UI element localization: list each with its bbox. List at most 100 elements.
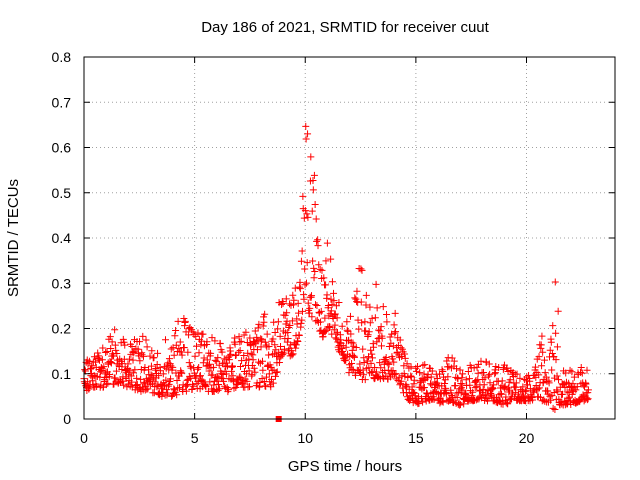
data-point bbox=[164, 382, 172, 390]
data-point bbox=[259, 322, 267, 330]
data-point bbox=[120, 338, 128, 346]
data-point bbox=[349, 339, 357, 347]
data-point bbox=[302, 122, 310, 130]
data-point bbox=[253, 333, 261, 341]
data-point bbox=[332, 330, 340, 338]
data-point bbox=[213, 357, 221, 365]
data-point bbox=[531, 363, 539, 371]
data-point bbox=[180, 344, 188, 352]
x-tick-label: 10 bbox=[297, 430, 313, 446]
data-point bbox=[553, 372, 561, 380]
data-point bbox=[377, 364, 385, 372]
data-point bbox=[542, 373, 550, 381]
data-point bbox=[521, 388, 529, 396]
data-point bbox=[410, 389, 418, 397]
data-point bbox=[352, 371, 360, 379]
data-point bbox=[322, 257, 330, 265]
data-point bbox=[271, 372, 279, 380]
data-point bbox=[359, 371, 367, 379]
data-point bbox=[391, 329, 399, 337]
data-point bbox=[95, 352, 103, 360]
data-point bbox=[271, 328, 279, 336]
data-point bbox=[397, 344, 405, 352]
data-point bbox=[103, 348, 111, 356]
data-point bbox=[98, 356, 106, 364]
data-point bbox=[383, 318, 391, 326]
data-point bbox=[214, 354, 222, 362]
data-point bbox=[391, 309, 399, 317]
data-point bbox=[444, 373, 452, 381]
data-point bbox=[237, 337, 245, 345]
data-point bbox=[396, 336, 404, 344]
data-point bbox=[389, 355, 397, 363]
data-point bbox=[362, 327, 370, 335]
data-point bbox=[412, 364, 420, 372]
data-point bbox=[129, 356, 137, 364]
data-point bbox=[128, 378, 136, 386]
data-point bbox=[379, 303, 387, 311]
data-point bbox=[357, 298, 365, 306]
data-point bbox=[462, 389, 470, 397]
data-point bbox=[112, 346, 120, 354]
data-point bbox=[415, 399, 423, 407]
data-point bbox=[85, 385, 93, 393]
data-point bbox=[338, 345, 346, 353]
data-point bbox=[112, 367, 120, 375]
data-point bbox=[343, 318, 351, 326]
data-point bbox=[277, 343, 285, 351]
data-point bbox=[121, 341, 129, 349]
data-point bbox=[235, 333, 243, 341]
data-point bbox=[333, 335, 341, 343]
data-point bbox=[583, 394, 591, 402]
data-point bbox=[577, 368, 585, 376]
data-point bbox=[474, 369, 482, 377]
data-point bbox=[258, 357, 266, 365]
data-point bbox=[194, 365, 202, 373]
data-point bbox=[310, 274, 318, 282]
data-point bbox=[202, 383, 210, 391]
data-point bbox=[168, 391, 176, 399]
data-point bbox=[86, 381, 94, 389]
data-point bbox=[553, 343, 561, 351]
data-point bbox=[431, 387, 439, 395]
data-point bbox=[309, 176, 317, 184]
data-point bbox=[173, 391, 181, 399]
data-point bbox=[194, 329, 202, 337]
data-point bbox=[120, 381, 128, 389]
data-point bbox=[298, 247, 306, 255]
data-point bbox=[472, 377, 480, 385]
data-point bbox=[423, 389, 431, 397]
data-point bbox=[142, 336, 150, 344]
data-point bbox=[137, 375, 145, 383]
data-point bbox=[106, 371, 114, 379]
data-point bbox=[469, 388, 477, 396]
data-point bbox=[407, 373, 415, 381]
data-point bbox=[160, 363, 168, 371]
data-point bbox=[243, 338, 251, 346]
data-point bbox=[308, 292, 316, 300]
data-point bbox=[177, 368, 185, 376]
data-point bbox=[451, 382, 459, 390]
data-point bbox=[322, 326, 330, 334]
data-point bbox=[155, 372, 163, 380]
data-point bbox=[253, 346, 261, 354]
data-point bbox=[392, 375, 400, 383]
data-point bbox=[499, 400, 507, 408]
data-point bbox=[154, 390, 162, 398]
data-point bbox=[290, 296, 298, 304]
data-point bbox=[263, 330, 271, 338]
data-point bbox=[368, 314, 376, 322]
data-point bbox=[347, 338, 355, 346]
data-point bbox=[368, 354, 376, 362]
data-point bbox=[295, 309, 303, 317]
data-point bbox=[311, 268, 319, 276]
data-point bbox=[324, 301, 332, 309]
data-point bbox=[274, 325, 282, 333]
data-point bbox=[407, 363, 415, 371]
data-point bbox=[526, 377, 534, 385]
data-point bbox=[312, 215, 320, 223]
data-point bbox=[136, 338, 144, 346]
data-point bbox=[196, 372, 204, 380]
data-point bbox=[138, 351, 146, 359]
data-point bbox=[459, 386, 467, 394]
